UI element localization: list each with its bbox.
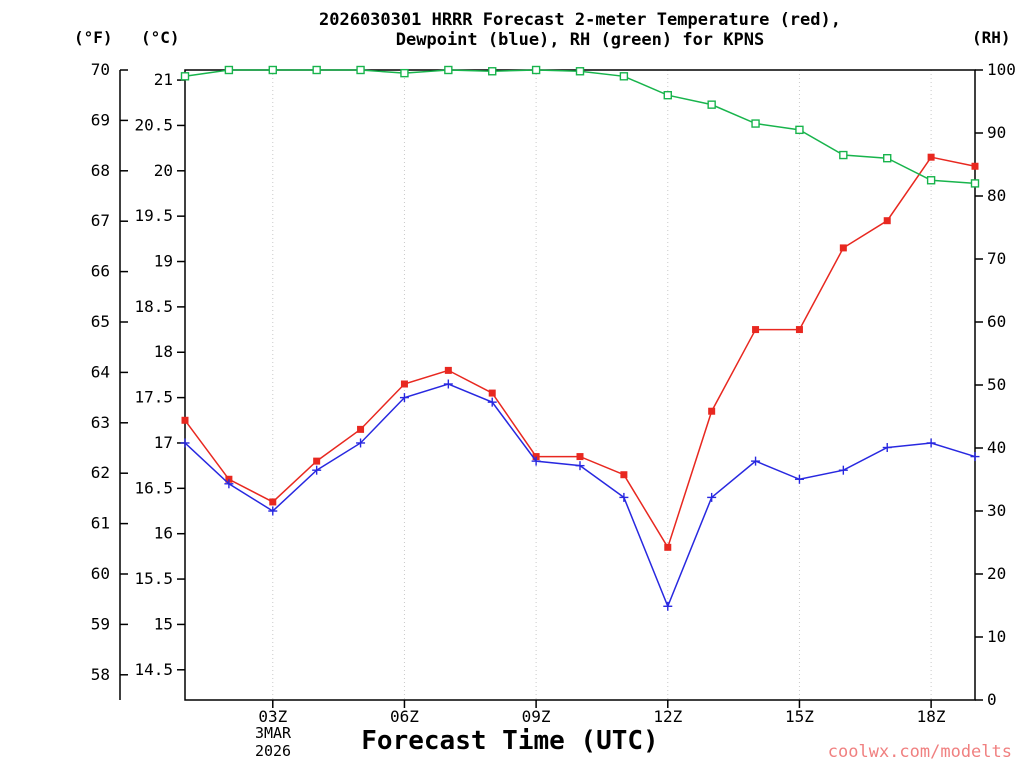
rh-axis-unit-label: (RH) — [972, 28, 1011, 47]
tick-label: 68 — [91, 161, 110, 180]
tick-label: 65 — [91, 312, 110, 331]
x-gridlines — [272, 70, 932, 700]
x-axis-date-year: 2026 — [254, 742, 292, 760]
tick-label: 19 — [154, 252, 173, 271]
tick-label: 63 — [91, 413, 110, 432]
tick-label: 70 — [987, 249, 1006, 268]
tick-label: 67 — [91, 211, 110, 230]
temperature-series-line — [184, 156, 976, 550]
rh-series-line — [184, 69, 976, 185]
rh-series-markers — [180, 65, 980, 188]
fahrenheit-axis — [119, 69, 128, 700]
x-axis-title: Forecast Time (UTC) — [361, 726, 659, 756]
tick-label: 61 — [91, 514, 110, 533]
tick-label: 18Z — [917, 707, 946, 726]
tick-label: 19.5 — [134, 206, 173, 225]
fahrenheit-axis-unit-label: (°F) — [74, 28, 113, 47]
tick-label: 10 — [987, 627, 1006, 646]
tick-label: 15Z — [785, 707, 814, 726]
tick-label: 60 — [91, 564, 110, 583]
tick-label: 20 — [987, 564, 1006, 583]
tick-label: 12Z — [653, 707, 682, 726]
x-axis — [272, 700, 932, 708]
tick-label: 06Z — [390, 707, 419, 726]
tick-label: 64 — [91, 362, 110, 381]
tick-label: 30 — [987, 501, 1006, 520]
tick-label: 16.5 — [134, 478, 173, 497]
tick-label: 66 — [91, 262, 110, 281]
tick-label: 80 — [987, 186, 1006, 205]
tick-label: 09Z — [522, 707, 551, 726]
plot-border — [184, 69, 976, 701]
chart-title-line1: 2026030301 HRRR Forecast 2-meter Tempera… — [319, 10, 841, 30]
tick-label: 100 — [987, 60, 1016, 79]
tick-label: 20 — [154, 161, 173, 180]
tick-label: 90 — [987, 123, 1006, 142]
rh-axis — [975, 69, 983, 701]
temperature-series-markers — [181, 153, 979, 551]
tick-label: 16 — [154, 524, 173, 543]
tick-label: 50 — [987, 375, 1006, 394]
tick-label: 40 — [987, 438, 1006, 457]
tick-label: 0 — [987, 690, 997, 709]
celsius-axis — [177, 79, 185, 671]
tick-label: 20.5 — [134, 115, 173, 134]
tick-label: 58 — [91, 665, 110, 684]
tick-label: 17.5 — [134, 388, 173, 407]
tick-label: 03Z — [258, 707, 287, 726]
tick-label: 62 — [91, 463, 110, 482]
tick-label: 69 — [91, 110, 110, 129]
chart-title-line2: Dewpoint (blue), RH (green) for KPNS — [395, 30, 765, 50]
x-axis-date-month: 3MAR — [254, 724, 292, 742]
tick-label: 18.5 — [134, 297, 173, 316]
watermark-link: coolwx.com/modelts — [827, 742, 1012, 762]
tick-label: 60 — [987, 312, 1006, 331]
celsius-axis-unit-label: (°C) — [141, 28, 180, 47]
tick-label: 17 — [154, 433, 173, 452]
tick-label: 15 — [154, 614, 173, 633]
tick-label: 14.5 — [134, 660, 173, 679]
tick-label: 59 — [91, 614, 110, 633]
tick-label: 70 — [91, 60, 110, 79]
dewpoint-series-line — [184, 383, 976, 609]
tick-label: 15.5 — [134, 569, 173, 588]
dewpoint-series-markers — [180, 379, 980, 611]
tick-label: 21 — [154, 70, 173, 89]
tick-label: 18 — [154, 342, 173, 361]
